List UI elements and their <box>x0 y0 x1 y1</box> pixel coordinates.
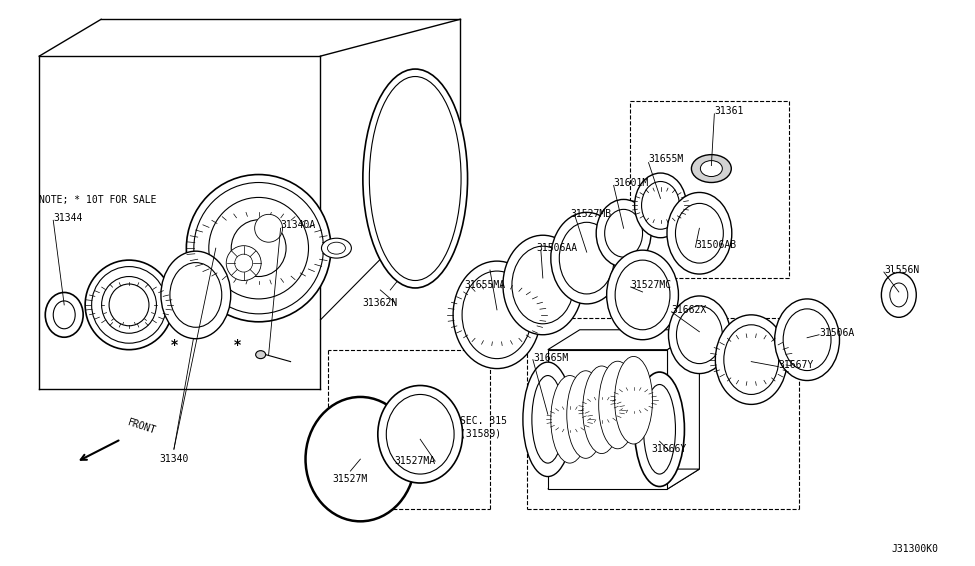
Ellipse shape <box>109 284 149 326</box>
Ellipse shape <box>322 238 351 258</box>
Text: 31362N: 31362N <box>363 298 398 308</box>
Ellipse shape <box>255 351 265 359</box>
Ellipse shape <box>566 371 604 458</box>
Ellipse shape <box>378 385 462 483</box>
Ellipse shape <box>453 261 541 368</box>
Ellipse shape <box>644 384 676 474</box>
Polygon shape <box>548 350 668 489</box>
Ellipse shape <box>503 235 583 335</box>
Ellipse shape <box>305 397 415 521</box>
Text: *: * <box>171 338 177 351</box>
Text: 31527M: 31527M <box>332 474 368 484</box>
Ellipse shape <box>85 260 173 350</box>
Ellipse shape <box>596 199 651 267</box>
Ellipse shape <box>170 263 221 327</box>
Ellipse shape <box>614 357 652 444</box>
Ellipse shape <box>783 309 831 371</box>
Text: *: * <box>234 338 241 351</box>
Text: 31344: 31344 <box>54 213 83 224</box>
Ellipse shape <box>370 76 461 281</box>
Ellipse shape <box>604 209 643 257</box>
Ellipse shape <box>635 372 684 487</box>
Text: 31506AA: 31506AA <box>536 243 577 253</box>
Ellipse shape <box>635 173 686 238</box>
Ellipse shape <box>642 182 680 229</box>
Text: 31527MA: 31527MA <box>395 456 436 466</box>
Ellipse shape <box>92 267 167 343</box>
Ellipse shape <box>560 222 614 294</box>
Ellipse shape <box>700 161 722 177</box>
Ellipse shape <box>231 220 286 277</box>
Text: 31527MB: 31527MB <box>570 209 612 220</box>
Ellipse shape <box>386 395 454 474</box>
Ellipse shape <box>890 283 908 307</box>
Ellipse shape <box>226 246 261 281</box>
Text: NOTE; * 10T FOR SALE: NOTE; * 10T FOR SALE <box>39 195 157 205</box>
Text: 31506AB: 31506AB <box>695 240 736 250</box>
Ellipse shape <box>676 203 723 263</box>
Text: 31340: 31340 <box>159 454 188 464</box>
Ellipse shape <box>254 215 283 242</box>
Text: 31506A: 31506A <box>819 328 854 338</box>
Ellipse shape <box>551 212 623 304</box>
Ellipse shape <box>523 362 572 477</box>
Text: 31665M: 31665M <box>533 353 568 363</box>
Text: 31340A: 31340A <box>281 220 316 230</box>
Ellipse shape <box>532 376 564 463</box>
Polygon shape <box>548 469 699 489</box>
Ellipse shape <box>667 192 732 274</box>
Ellipse shape <box>328 242 345 254</box>
Polygon shape <box>548 330 699 350</box>
Ellipse shape <box>599 361 637 449</box>
Ellipse shape <box>209 198 308 299</box>
Ellipse shape <box>583 366 621 453</box>
Ellipse shape <box>669 296 730 374</box>
Ellipse shape <box>512 246 573 324</box>
Ellipse shape <box>45 293 83 337</box>
Text: 31601M: 31601M <box>613 178 649 188</box>
Text: 3l556N: 3l556N <box>884 265 919 275</box>
Ellipse shape <box>606 250 679 340</box>
Text: 31361: 31361 <box>715 106 744 116</box>
Text: 31667Y: 31667Y <box>778 359 813 370</box>
Text: FRONT: FRONT <box>126 418 157 436</box>
Ellipse shape <box>161 251 231 338</box>
Text: 31662X: 31662X <box>672 305 707 315</box>
Ellipse shape <box>615 260 670 330</box>
Ellipse shape <box>691 155 731 182</box>
Ellipse shape <box>363 69 468 288</box>
Polygon shape <box>668 330 699 489</box>
Text: 31666Y: 31666Y <box>652 444 687 454</box>
Ellipse shape <box>775 299 839 380</box>
Ellipse shape <box>723 325 779 395</box>
Ellipse shape <box>235 254 253 272</box>
Text: 31655MA: 31655MA <box>464 280 505 290</box>
Ellipse shape <box>677 306 722 363</box>
Text: J31300K0: J31300K0 <box>892 544 939 554</box>
Text: 31655M: 31655M <box>648 153 683 164</box>
Ellipse shape <box>101 277 156 333</box>
Ellipse shape <box>186 174 331 322</box>
Ellipse shape <box>54 301 75 329</box>
Ellipse shape <box>551 376 589 463</box>
Ellipse shape <box>716 315 787 404</box>
Text: 31527MC: 31527MC <box>631 280 672 290</box>
Ellipse shape <box>462 271 532 359</box>
Text: SEC. 315
(31589): SEC. 315 (31589) <box>460 417 507 438</box>
Ellipse shape <box>881 273 916 318</box>
Ellipse shape <box>194 182 324 314</box>
